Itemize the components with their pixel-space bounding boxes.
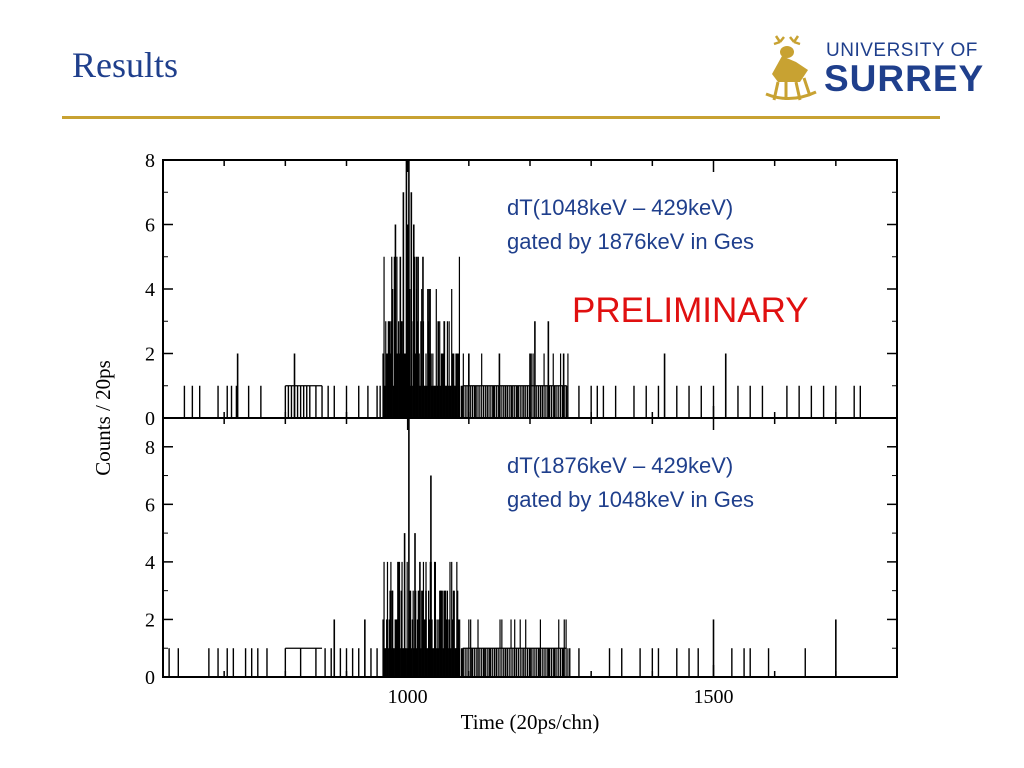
y-tick-label-bottom: 6 xyxy=(145,494,155,516)
y-tick-label-bottom: 0 xyxy=(145,667,155,689)
y-tick-label-bottom: 4 xyxy=(145,552,155,574)
logo-line-2: SURREY xyxy=(824,58,985,99)
y-tick-label-bottom: 2 xyxy=(145,609,155,631)
annotation-line-1-bottom: dT(1876keV – 429keV) xyxy=(507,453,733,478)
y-tick-label-bottom: 8 xyxy=(145,437,155,459)
y-tick-label-top: 2 xyxy=(145,344,155,366)
x-tick-label: 1500 xyxy=(694,686,734,708)
x-tick-label: 1000 xyxy=(388,686,428,708)
preliminary-stamp: PRELIMINARY xyxy=(572,291,809,330)
y-tick-label-top: 4 xyxy=(145,279,155,301)
stag-icon xyxy=(765,35,817,101)
title-rule xyxy=(62,116,940,119)
annotation-line-1-top: dT(1048keV – 429keV) xyxy=(507,195,733,220)
y-tick-label-top: 8 xyxy=(145,150,155,172)
annotation-line-2-bottom: gated by 1048keV in Ges xyxy=(507,487,754,512)
x-axis-label: Time (20ps/chn) xyxy=(461,710,600,734)
university-logo: UNIVERSITY OF SURREY xyxy=(760,34,992,106)
annotation-line-2-top: gated by 1876keV in Ges xyxy=(507,229,754,254)
y-tick-label-top: 6 xyxy=(145,215,155,237)
logo-line-1: UNIVERSITY OF xyxy=(826,40,978,61)
slide-title: Results xyxy=(72,45,179,85)
y-axis-label: Counts / 20ps xyxy=(91,360,115,476)
y-tick-label-top: 0 xyxy=(145,408,155,430)
